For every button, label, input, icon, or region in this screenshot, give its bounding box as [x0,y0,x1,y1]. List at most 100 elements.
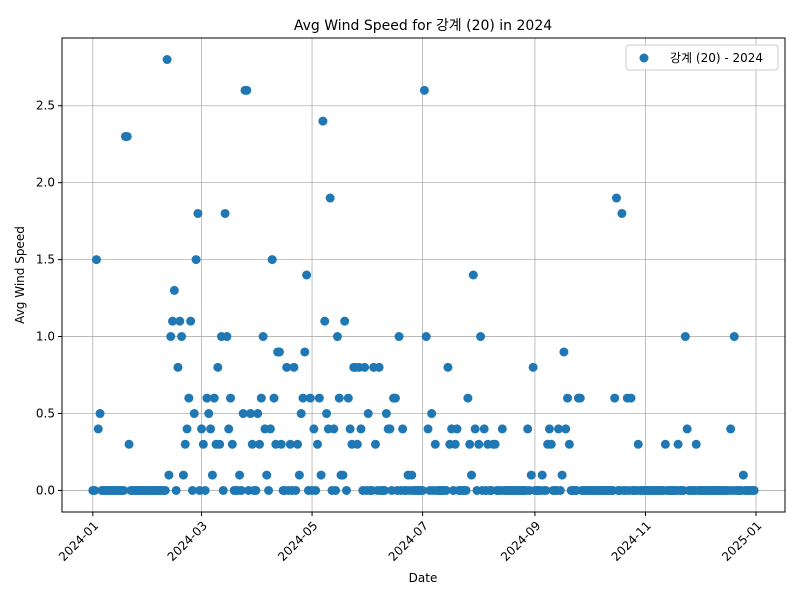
data-point [242,85,252,95]
data-point [189,409,199,419]
data-point [177,332,187,342]
data-point [300,347,310,357]
data-point [617,208,627,218]
data-point [325,193,335,203]
data-point [476,332,486,342]
data-point [294,470,304,480]
data-point [186,316,196,326]
data-point [360,362,370,372]
data-point [467,470,477,480]
data-point [340,316,350,326]
data-point [122,131,132,141]
data-point [726,424,736,434]
data-point [461,485,471,495]
data-point [191,255,201,265]
data-point [119,485,129,495]
data-point [430,439,440,449]
data-point [173,362,183,372]
data-point [497,424,507,434]
data-point [245,409,255,419]
data-point [95,409,105,419]
data-point [563,393,573,403]
data-point [267,255,277,265]
data-point [682,424,692,434]
data-point [398,424,408,434]
data-point [162,55,172,65]
legend: 강계 (20) - 2024 [625,44,779,71]
data-point [256,393,266,403]
data-point [421,332,431,342]
data-point [385,424,395,434]
data-point [633,439,643,449]
data-point [374,362,384,372]
data-point [490,439,500,449]
legend-marker [639,53,649,63]
data-point [93,424,103,434]
data-point [264,485,274,495]
data-point [334,393,344,403]
data-point [329,424,339,434]
data-point [541,485,551,495]
data-point [555,485,565,495]
data-point [251,485,261,495]
data-point [660,439,670,449]
legend-label: 강계 (20) - 2024 [670,51,763,65]
data-point [238,409,248,419]
data-point [559,347,569,357]
data-point [316,470,326,480]
data-point [729,332,739,342]
data-point [206,424,216,434]
data-point [302,270,312,280]
data-point [236,485,246,495]
data-point [564,439,574,449]
data-point [526,470,536,480]
data-point [285,439,295,449]
data-point [289,362,299,372]
data-point [247,439,257,449]
data-point [673,439,683,449]
plot-frame [61,37,786,513]
data-point [680,332,690,342]
data-point [184,393,194,403]
data-point [253,409,263,419]
data-point [479,424,489,434]
data-point [213,362,223,372]
data-point [204,409,214,419]
data-point [220,208,230,218]
data-point [341,485,351,495]
data-point [470,424,480,434]
data-point [296,409,306,419]
data-point [523,424,533,434]
data-point [124,439,134,449]
data-point [332,332,342,342]
data-point [171,485,181,495]
data-point [394,332,404,342]
data-point [390,393,400,403]
data-point [370,439,380,449]
data-point [166,332,176,342]
data-point [528,362,538,372]
y-tick-label: 2.0 [36,176,55,190]
data-point [90,485,100,495]
data-point [322,409,332,419]
data-point [352,439,362,449]
data-point [202,393,212,403]
data-point [553,424,563,434]
data-point [343,393,353,403]
data-point [381,409,391,419]
data-point [222,332,232,342]
data-point [298,393,308,403]
data-point [160,485,170,495]
y-tick-label: 1.5 [36,253,55,267]
data-point [91,255,101,265]
data-point [626,393,636,403]
data-point [611,193,621,203]
data-point [209,393,219,403]
data-point [164,470,174,480]
data-point [380,485,390,495]
data-point [463,393,473,403]
data-point [269,393,279,403]
data-point [197,424,207,434]
